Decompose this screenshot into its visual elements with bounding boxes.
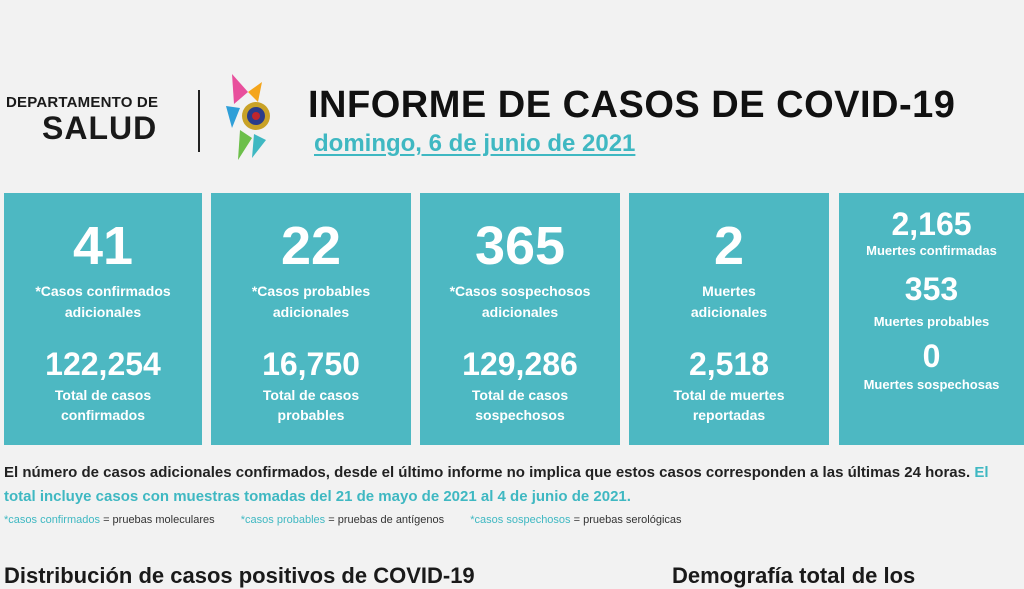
department-salud: SALUD (42, 110, 158, 146)
report-title: INFORME DE CASOS DE COVID-19 (308, 84, 956, 126)
explanatory-note: El número de casos adicionales confirmad… (4, 461, 1014, 509)
deaths-probable-label: Muertes probables (873, 314, 990, 329)
card-total-label: Total de casos confirmados (54, 387, 152, 423)
legend-key: *casos probables (240, 514, 326, 526)
card-value: 22 (280, 216, 342, 276)
case-type-legend: *casos confirmados = pruebas moleculares… (4, 514, 682, 526)
card-value: 365 (474, 216, 566, 276)
deaths-suspected-value: 0 (922, 338, 941, 374)
note-highlight: El total incluye casos con muestras toma… (4, 464, 989, 505)
card-suspected-cases: 365 *Casos sospechosos adicionales 129,28… (420, 193, 620, 445)
card-total: 2,518 (688, 346, 770, 382)
section-heading-distribution: Distribución de casos positivos de COVID… (4, 563, 475, 588)
card-total-label: Total de casos probables (262, 387, 360, 423)
card-total: 16,750 (262, 346, 360, 382)
section-heading-demographics: Demografía total de los (672, 563, 916, 588)
card-label: *Casos probables adicionales (251, 283, 371, 320)
card-value: 2 (713, 216, 745, 276)
card-label: *Casos confirmados adicionales (35, 283, 171, 320)
card-label: *Casos sospechosos adicionales (449, 283, 591, 320)
deaths-probable-value: 353 (904, 271, 959, 307)
card-deaths-breakdown: 2,165 Muertes confirmadas 353 Muertes pr… (839, 193, 1024, 445)
note-text: El número de casos adicionales confirmad… (4, 464, 971, 481)
header-divider (198, 90, 200, 152)
card-confirmed-cases: 41 *Casos confirmados adicionales 122,254… (4, 193, 202, 445)
report-date: domingo, 6 de junio de 2021 (314, 130, 636, 157)
card-total: 122,254 (45, 346, 161, 382)
legend-value: = pruebas de antígenos (328, 514, 445, 526)
card-label: Muertes adicionales (690, 283, 768, 320)
card-value: 41 (72, 216, 134, 276)
health-department-seal-icon (226, 74, 270, 160)
deaths-confirmed-value: 2,165 (891, 206, 972, 242)
department-logo-text: DEPARTAMENTO DE SALUD (6, 94, 158, 145)
card-probable-cases: 22 *Casos probables adicionales 16,750 To… (211, 193, 411, 445)
legend-value: = pruebas serológicas (573, 514, 682, 526)
deaths-confirmed-label: Muertes confirmadas (866, 243, 997, 258)
report-header: DEPARTAMENTO DE SALUD INFORME DE CASOS D… (0, 62, 1024, 172)
card-total-label: Total de casos sospechosos (471, 387, 569, 423)
card-total-label: Total de muertes reportadas (673, 387, 785, 423)
card-total: 129,286 (462, 346, 578, 382)
deaths-suspected-label: Muertes sospechosas (863, 377, 1000, 392)
card-additional-deaths: 2 Muertes adicionales 2,518 Total de muer… (629, 193, 829, 445)
legend-key: *casos sospechosos (470, 514, 571, 526)
legend-value: = pruebas moleculares (103, 514, 215, 526)
legend-key: *casos confirmados (4, 514, 100, 526)
department-name: DEPARTAMENTO DE (6, 94, 159, 111)
